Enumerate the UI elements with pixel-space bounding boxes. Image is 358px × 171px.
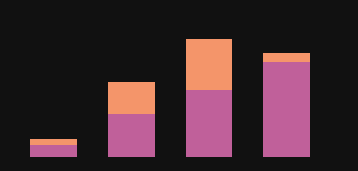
- Bar: [185, 39, 232, 90]
- Bar: [185, 90, 232, 157]
- Bar: [30, 139, 77, 146]
- Bar: [30, 146, 77, 157]
- Bar: [108, 82, 155, 114]
- Bar: [263, 62, 310, 157]
- Bar: [108, 114, 155, 157]
- Bar: [263, 53, 310, 62]
